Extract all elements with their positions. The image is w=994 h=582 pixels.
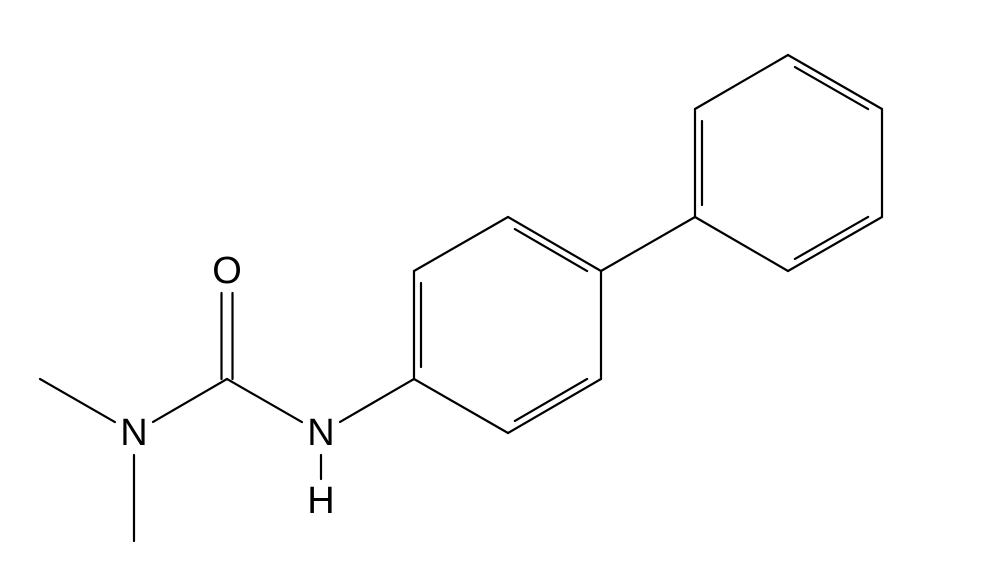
atom-label-N2: N — [307, 412, 334, 454]
molecule-diagram: NONH — [0, 0, 994, 582]
atom-label-O1: O — [212, 250, 242, 292]
atom-label-N1: N — [120, 412, 147, 454]
atom-label-H1: H — [307, 480, 334, 522]
